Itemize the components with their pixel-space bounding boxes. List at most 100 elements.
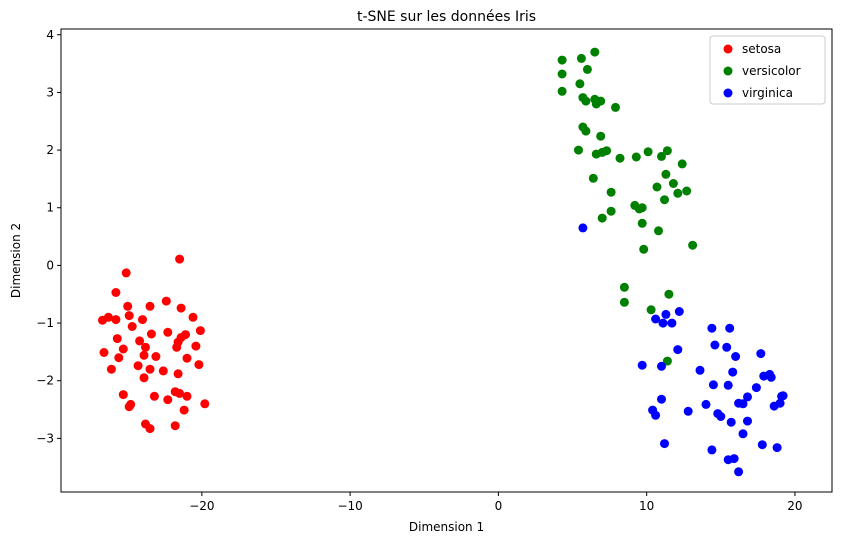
point-setosa-49 [145,424,155,434]
point-versicolor-18 [591,149,601,159]
point-setosa-29 [151,352,161,361]
point-virginica-34 [683,406,693,416]
point-virginica-6 [707,323,717,333]
point-virginica-43 [707,445,717,455]
point-setosa-15 [146,329,156,339]
point-versicolor-3 [582,64,592,74]
plot-frame [60,28,833,493]
point-versicolor-45 [664,289,674,299]
point-setosa-50 [170,421,180,431]
point-virginica-1 [651,314,661,324]
point-versicolor-29 [652,182,662,192]
point-setosa-5 [145,301,155,311]
point-virginica-38 [743,416,752,426]
x-tick-label: −10 [337,499,362,513]
legend-label-setosa: setosa [742,42,781,56]
point-versicolor-21 [631,152,641,162]
point-setosa-27 [114,353,124,363]
point-versicolor-33 [660,195,669,205]
point-versicolor-6 [557,86,567,96]
point-virginica-39 [738,429,748,439]
point-virginica-3 [667,318,677,328]
data-points [98,47,788,477]
point-versicolor-1 [557,55,567,65]
point-versicolor-20 [615,153,625,163]
point-virginica-14 [657,361,666,371]
point-setosa-30 [182,353,192,363]
point-setosa-18 [181,330,190,340]
point-virginica-28 [657,394,666,404]
point-virginica-41 [757,440,767,450]
point-versicolor-41 [639,244,649,254]
point-versicolor-16 [574,145,583,155]
point-setosa-2 [111,288,121,297]
legend-marker-versicolor [723,66,733,76]
point-virginica-0 [578,223,588,233]
point-versicolor-39 [637,218,647,228]
x-axis-title: Dimension 1 [409,520,484,534]
x-axis-ticks: −20 −10 0 10 20 [189,492,803,513]
point-setosa-7 [188,312,198,322]
point-versicolor-25 [677,159,687,169]
point-versicolor-22 [643,147,653,157]
point-virginica-27 [651,410,661,420]
point-versicolor-11 [591,99,601,109]
y-tick-label: 4 [46,28,54,42]
point-setosa-16 [163,327,173,337]
point-virginica-16 [728,367,738,377]
point-versicolor-44 [619,297,629,307]
point-setosa-4 [123,301,133,311]
point-virginica-12 [756,349,766,359]
point-setosa-31 [194,360,204,370]
point-virginica-40 [660,439,669,449]
y-tick-label: 1 [46,201,54,215]
point-setosa-11 [124,311,134,321]
point-virginica-31 [738,399,748,409]
point-setosa-47 [179,405,189,415]
point-versicolor-27 [588,173,598,183]
point-setosa-10 [111,315,121,325]
point-versicolor-12 [611,102,620,112]
point-virginica-5 [674,307,684,316]
y-tick-label: 0 [46,258,54,272]
point-versicolor-38 [597,213,607,223]
point-versicolor-5 [575,79,585,89]
point-virginica-36 [716,412,726,421]
point-setosa-12 [138,315,147,325]
y-tick-label: 3 [46,85,54,99]
legend-marker-virginica [723,88,733,98]
point-setosa-43 [175,388,185,398]
point-virginica-2 [658,318,668,328]
point-versicolor-40 [654,226,663,236]
point-versicolor-37 [606,206,616,216]
point-setosa-41 [149,391,159,401]
point-setosa-46 [126,399,136,409]
point-setosa-21 [135,336,145,346]
point-virginica-25 [778,391,788,401]
legend-label-versicolor: versicolor [742,64,801,78]
y-axis-ticks: −3 −2 −1 0 1 2 3 4 [36,28,61,445]
y-tick-label: −3 [36,431,54,445]
point-virginica-4 [661,309,671,319]
point-virginica-42 [772,443,782,453]
point-versicolor-30 [606,187,616,197]
point-versicolor-2 [576,53,586,63]
point-versicolor-43 [619,282,629,292]
point-virginica-33 [775,398,785,408]
point-setosa-23 [118,344,128,354]
point-setosa-39 [182,391,192,401]
point-setosa-33 [133,361,143,371]
point-setosa-1 [121,268,131,278]
point-versicolor-14 [581,126,591,136]
legend: setosa versicolor virginica [709,35,826,105]
chart-title: t-SNE sur les données Iris [357,9,536,25]
x-tick-label: 0 [495,499,503,513]
point-versicolor-23 [657,151,666,161]
point-virginica-22 [751,383,761,393]
legend-marker-setosa [723,44,733,54]
y-axis-title: Dimension 2 [9,223,23,298]
y-tick-label: −2 [36,374,54,388]
point-setosa-25 [172,342,182,352]
